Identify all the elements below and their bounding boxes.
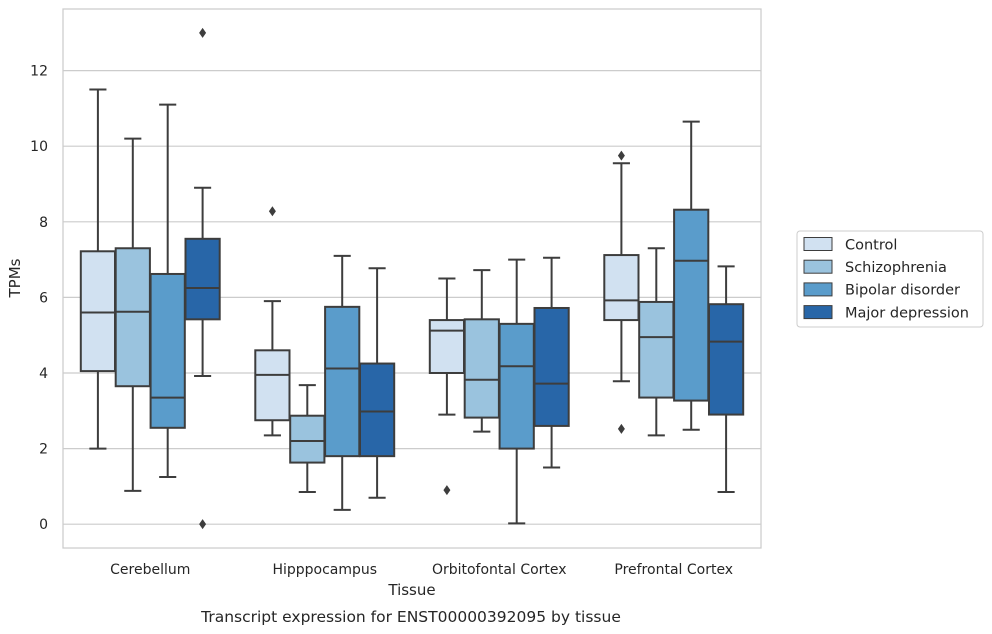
legend-frame (796, 230, 984, 328)
category-group (603, 120, 745, 494)
outlier-point (443, 485, 451, 496)
box (254, 349, 291, 422)
outlier-point (199, 519, 207, 530)
y-tick-label: 8 (39, 215, 48, 231)
y-tick-label: 10 (30, 139, 48, 155)
outlier-point (199, 27, 207, 38)
y-tick-label: 0 (39, 517, 48, 533)
outlier-point (268, 206, 276, 217)
category-group (428, 256, 570, 525)
box (114, 247, 151, 388)
x-tick-label: Cerebellum (110, 562, 190, 578)
x-tick-label: Prefrontal Cortex (614, 562, 733, 578)
y-tick-label: 4 (39, 366, 48, 382)
box (638, 300, 675, 399)
y-axis-ticks: 0 2 4 6 8 10 12 (30, 64, 48, 534)
legend-swatch (803, 237, 833, 251)
legend-label: Major depression (845, 305, 969, 321)
box (673, 208, 710, 402)
box (79, 250, 117, 373)
legend: Control Schizophrenia Bipolar disorder Majo… (796, 230, 984, 328)
box (707, 303, 745, 416)
box (289, 414, 326, 464)
legend-label: Control (845, 237, 897, 253)
y-tick-label: 12 (30, 64, 48, 80)
legend-swatch (803, 259, 833, 274)
box (358, 362, 396, 458)
x-axis-label: Tissue (387, 581, 435, 599)
category-group (79, 27, 221, 530)
outlier-point (617, 423, 625, 434)
x-tick-label: Orbitofontal Cortex (432, 562, 567, 578)
box (428, 319, 466, 374)
box-groups (79, 27, 745, 530)
box (149, 272, 186, 429)
legend-swatch (803, 305, 833, 320)
box (324, 305, 361, 458)
outlier-point (617, 150, 625, 161)
box (603, 254, 640, 322)
y-tick-label: 2 (39, 442, 48, 458)
box (184, 237, 221, 321)
y-tick-label: 6 (39, 290, 48, 306)
legend-label: Schizophrenia (845, 260, 947, 276)
plot-frame (62, 8, 762, 549)
chart-caption: Transcript expression for ENST0000039209… (200, 608, 621, 626)
x-tick-label: Hipppocampus (272, 562, 377, 578)
category-group (254, 206, 396, 511)
box (463, 318, 500, 419)
box (498, 322, 535, 450)
legend-label: Bipolar disorder (845, 283, 960, 299)
y-axis-label: TPMs (6, 258, 24, 298)
legend-swatch (803, 282, 833, 297)
box (533, 306, 570, 427)
x-axis-ticks: Cerebellum Hipppocampus Orbitofontal Corte… (110, 562, 733, 578)
